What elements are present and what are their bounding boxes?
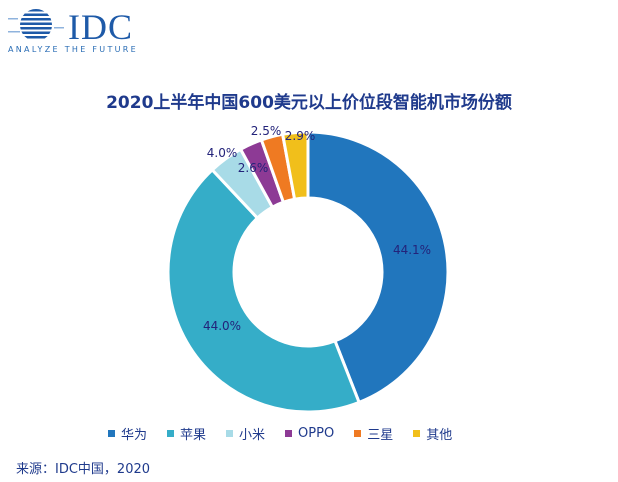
data-label: 44.1% [393,243,431,257]
legend-label: OPPO [298,426,335,441]
source-note: 来源：IDC中国，2020 [16,462,151,477]
legend-swatch [354,430,362,437]
legend-label: 三星 [367,428,394,443]
legend-label: 其他 [426,428,453,443]
data-label: 2.6% [238,161,269,175]
donut-slice-1 [166,167,362,414]
legend-item: 华为 [108,424,147,443]
legend-item: 其他 [413,424,452,443]
donut-slice-5 [280,130,310,201]
legend-swatch [108,430,115,437]
data-label: 2.9% [285,129,316,143]
data-label: 2.5% [251,124,282,138]
idc-logo-globe-icon [8,9,64,39]
data-label: 4.0% [207,146,238,160]
legend-label: 华为 [121,428,148,443]
logo-tagline: ANALYZE THE FUTURE [8,45,139,54]
legend-swatch [167,430,175,437]
legend-swatch [285,430,293,437]
logo-name: IDC [68,7,133,47]
chart-title: 2020上半年中国600美元以上价位段智能机市场份额 [106,93,512,113]
legend-label: 小米 [239,428,266,443]
legend-item: 苹果 [167,424,206,443]
donut-slice-0 [306,130,450,405]
legend-item: OPPO [285,424,334,443]
legend-item: 小米 [226,424,265,443]
legend-swatch [413,430,421,437]
data-label: 44.0% [203,319,241,333]
legend-label: 苹果 [180,428,207,443]
legend-swatch [226,430,234,437]
legend-item: 三星 [354,424,393,443]
legend: 华为 苹果 小米 OPPO 三星 其他 [108,424,452,443]
